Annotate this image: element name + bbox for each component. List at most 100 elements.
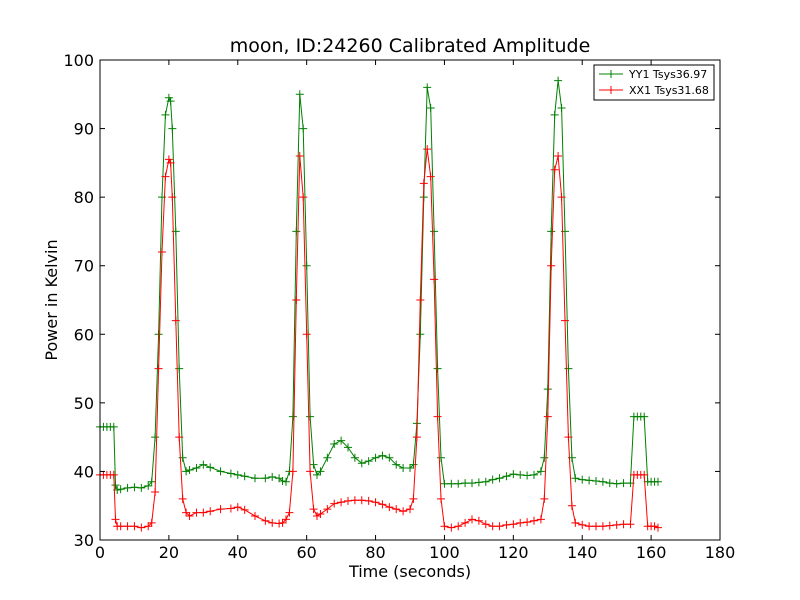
data-point-marker — [116, 522, 125, 531]
data-point-marker — [561, 316, 569, 325]
data-point-marker — [619, 520, 628, 529]
data-point-marker — [454, 522, 463, 531]
data-point-marker — [137, 483, 146, 492]
data-point-marker — [192, 508, 201, 517]
data-point-marker — [426, 104, 435, 112]
y-tick-label: 30 — [74, 531, 94, 550]
data-point-marker — [364, 496, 373, 505]
data-point-marker — [437, 494, 445, 503]
data-point-marker — [161, 172, 170, 181]
data-point-marker — [261, 516, 270, 525]
data-point-marker — [406, 464, 414, 472]
data-point-marker — [313, 470, 321, 479]
data-point-marker — [461, 479, 470, 488]
data-point-marker — [278, 518, 287, 527]
data-point-marker — [488, 522, 497, 531]
x-tick-label: 60 — [296, 543, 316, 562]
data-point-marker — [430, 227, 439, 236]
data-point-marker — [416, 296, 425, 304]
data-point-marker — [433, 364, 442, 373]
data-point-marker — [302, 330, 311, 339]
chart-title: moon, ID:24260 Calibrated Amplitude — [230, 35, 591, 57]
data-point-marker — [488, 475, 497, 484]
data-point-marker — [309, 460, 318, 469]
data-point-marker — [626, 520, 635, 529]
data-point-marker — [378, 451, 387, 460]
y-axis-title: Power in Kelvin — [42, 239, 61, 360]
data-point-marker — [261, 474, 270, 483]
data-point-marker — [385, 453, 394, 462]
data-point-marker — [495, 474, 504, 483]
data-point-marker — [461, 518, 470, 527]
data-point-marker — [409, 494, 418, 503]
data-point-marker — [240, 505, 249, 514]
data-point-marker — [550, 165, 559, 174]
data-point-marker — [344, 443, 352, 452]
data-point-marker — [543, 385, 552, 394]
data-point-marker — [592, 522, 600, 531]
data-point-marker — [233, 470, 242, 479]
data-point-marker — [337, 498, 346, 507]
data-point-marker — [295, 152, 304, 160]
data-point-marker — [158, 248, 166, 256]
data-point-marker — [468, 479, 476, 488]
data-point-marker — [437, 453, 445, 462]
data-point-marker — [344, 496, 352, 505]
legend-label-xx1: XX1 Tsys31.68 — [629, 84, 709, 97]
data-point-marker — [240, 472, 249, 481]
data-point-marker — [509, 470, 518, 479]
legend-label-yy1: YY1 Tsys36.97 — [628, 68, 707, 81]
data-point-marker — [154, 330, 163, 339]
data-point-marker — [523, 471, 532, 480]
data-point-marker — [378, 500, 387, 509]
data-point-marker — [111, 515, 120, 524]
data-point-marker — [371, 453, 380, 462]
data-point-marker — [554, 152, 563, 160]
data-point-marker — [650, 522, 659, 531]
data-point-marker — [144, 481, 153, 490]
data-point-marker — [116, 485, 125, 494]
data-point-marker — [130, 522, 139, 531]
data-point-marker — [598, 522, 607, 531]
series-xx1 — [96, 145, 662, 532]
data-point-marker — [168, 124, 177, 133]
data-point-marker — [147, 477, 156, 486]
data-point-marker — [567, 501, 576, 510]
data-point-marker — [226, 504, 235, 513]
axis-ticks: 0 20 40 60 80 100 120 140 160 180 30 40 50 60 70 80 90 10… — [63, 51, 735, 562]
data-point-marker — [612, 479, 621, 488]
data-point-marker — [251, 474, 259, 483]
data-point-marker — [416, 330, 425, 339]
data-point-marker — [164, 93, 173, 102]
data-point-marker — [330, 499, 339, 508]
data-point-marker — [592, 477, 600, 486]
data-point-marker — [412, 433, 421, 442]
data-point-marker — [166, 97, 175, 106]
data-point-marker — [447, 523, 456, 532]
data-point-marker — [419, 179, 428, 188]
data-point-marker — [481, 520, 490, 529]
legend-marker-yy1 — [607, 70, 615, 78]
data-point-marker — [502, 520, 511, 529]
data-point-marker — [502, 472, 511, 481]
data-point-marker — [598, 477, 607, 486]
data-point-marker — [430, 275, 439, 284]
x-tick-label: 180 — [705, 543, 736, 562]
data-point-marker — [406, 505, 414, 514]
data-point-marker — [123, 522, 132, 531]
data-point-marker — [571, 474, 580, 483]
data-point-marker — [516, 470, 525, 479]
data-point-marker — [357, 496, 366, 505]
data-point-marker — [166, 158, 175, 167]
data-point-marker — [171, 316, 180, 325]
data-point-marker — [371, 498, 380, 507]
data-point-marker — [154, 364, 163, 373]
data-point-marker — [440, 522, 449, 531]
y-tick-label: 60 — [74, 325, 94, 344]
data-point-marker — [547, 261, 556, 270]
data-point-marker — [516, 518, 525, 527]
data-point-marker — [536, 467, 545, 476]
data-point-marker — [554, 76, 563, 85]
data-point-marker — [268, 518, 277, 527]
data-point-marker — [433, 412, 442, 421]
